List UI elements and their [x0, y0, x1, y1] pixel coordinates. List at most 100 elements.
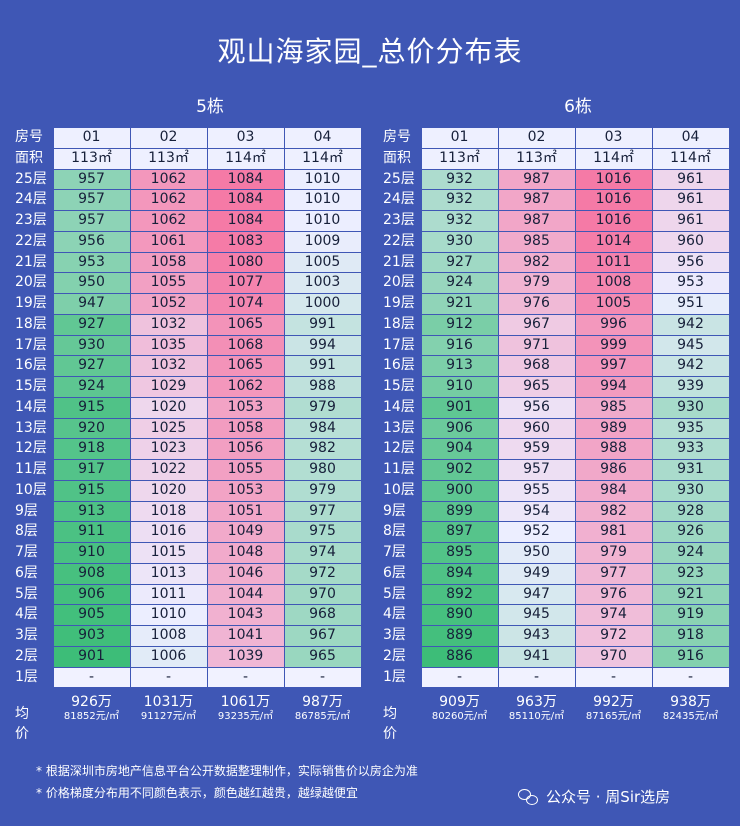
price-cell: 1010 — [283, 210, 362, 232]
row-label: 13层 — [383, 419, 415, 436]
floor-row: 25层 932 987 1016 961 — [381, 168, 730, 191]
price-cell: 1005 — [574, 293, 653, 315]
brand-watermark: 公众号 · 周Sir选房 — [518, 786, 670, 807]
row-label: 19层 — [15, 295, 47, 311]
floor-row: 11层 902 957 986 931 — [381, 459, 730, 481]
row-label: 11层 — [15, 461, 47, 477]
header-cell: 03 — [574, 127, 653, 149]
price-cell: 942 — [651, 355, 730, 377]
row-label: 5层 — [383, 585, 406, 602]
price-cell: 961 — [651, 168, 730, 191]
row-label: 1层 — [383, 668, 406, 685]
row-label: 9层 — [383, 502, 406, 519]
price-cell: 918 — [651, 625, 730, 647]
average-unit-price: 85110元/㎡ — [508, 711, 565, 722]
price-cell: 949 — [497, 562, 576, 585]
price-cell: 933 — [651, 438, 730, 460]
header-cell: 114㎡ — [574, 147, 653, 170]
price-cell: 894 — [420, 562, 499, 585]
price-cell: 901 — [52, 645, 131, 668]
price-cell: 1058 — [206, 417, 285, 440]
price-cell: 1010 — [283, 189, 362, 211]
floor-row: 23层 957 1062 1084 1010 — [13, 210, 362, 232]
price-cell: 1065 — [206, 313, 285, 336]
price-cell: 1080 — [206, 251, 285, 274]
average-unit-price: 81852元/㎡ — [63, 711, 120, 722]
row-label: 15层 — [15, 378, 47, 394]
average-total-price: 1031万 — [143, 694, 194, 710]
price-cell: 906 — [420, 417, 499, 440]
price-cell: 1020 — [129, 396, 208, 419]
price-cell: - — [283, 666, 362, 689]
price-cell: 1011 — [574, 251, 653, 274]
footnote-2: * 价格梯度分布用不同颜色表示，颜色越红越贵，越绿越便宜 — [36, 786, 358, 800]
price-cell: 919 — [651, 604, 730, 626]
average-cell: 1061万 93235元/㎡ — [207, 694, 284, 724]
price-cell: 930 — [651, 479, 730, 502]
header-cell: 113㎡ — [52, 147, 131, 170]
price-cell: 945 — [497, 604, 576, 626]
price-cell: - — [52, 666, 131, 689]
price-cell: 1056 — [206, 438, 285, 460]
floor-row: 8层 897 952 981 926 — [381, 521, 730, 543]
price-cell: 965 — [497, 376, 576, 398]
price-cell: 974 — [574, 604, 653, 626]
footnote-1: * 根据深圳市房地产信息平台公开数据整理制作，实际销售价以房企为准 — [36, 764, 418, 778]
price-cell: 943 — [497, 625, 576, 647]
price-cell: 951 — [651, 293, 730, 315]
price-cell: 942 — [651, 313, 730, 336]
row-label: 6层 — [15, 564, 38, 581]
row-label: 3层 — [383, 627, 406, 643]
price-cell: 987 — [497, 210, 576, 232]
floor-row: 22层 956 1061 1083 1009 — [13, 230, 362, 253]
price-table-building-5: 房号 01 02 03 04 面积 113㎡ 113㎡ 114㎡ 114㎡ 25层 957 1062 10… — [13, 127, 362, 689]
row-label: 22层 — [383, 232, 415, 249]
price-cell: 987 — [497, 168, 576, 191]
average-label: 均价 — [15, 706, 29, 742]
row-label: 20层 — [15, 274, 47, 291]
price-cell: 1000 — [283, 293, 362, 315]
floor-row: 15层 910 965 994 939 — [381, 376, 730, 398]
row-label: 18层 — [15, 315, 47, 332]
price-cell: 908 — [52, 562, 131, 585]
price-cell: 961 — [651, 210, 730, 232]
price-cell: 979 — [574, 542, 653, 564]
price-cell: 957 — [52, 189, 131, 211]
price-cell: 1005 — [283, 251, 362, 274]
floor-row: 21层 927 982 1011 956 — [381, 251, 730, 274]
price-cell: 961 — [651, 189, 730, 211]
price-cell: 899 — [420, 500, 499, 523]
price-cell: 1061 — [129, 230, 208, 253]
price-cell: 953 — [651, 272, 730, 294]
price-cell: 945 — [651, 334, 730, 357]
floor-row: 12层 918 1023 1056 982 — [13, 438, 362, 460]
price-cell: 1016 — [574, 210, 653, 232]
price-cell: 976 — [574, 583, 653, 606]
price-cell: 1010 — [283, 168, 362, 191]
price-cell: 959 — [497, 438, 576, 460]
row-label: 房号 — [15, 129, 43, 145]
price-cell: 975 — [283, 521, 362, 543]
row-label: 18层 — [383, 315, 415, 332]
price-cell: 1016 — [574, 189, 653, 211]
price-cell: 1032 — [129, 313, 208, 336]
floor-row: 2层 886 941 970 916 — [381, 645, 730, 668]
footnotes: * 根据深圳市房地产信息平台公开数据整理制作，实际销售价以房企为准 * 价格梯度… — [36, 760, 418, 804]
price-cell: 955 — [497, 479, 576, 502]
price-cell: - — [497, 666, 576, 689]
row-label: 12层 — [15, 440, 47, 457]
price-cell: 985 — [497, 230, 576, 253]
price-cell: 1015 — [129, 542, 208, 564]
price-cell: 984 — [574, 479, 653, 502]
row-label: 6层 — [383, 564, 406, 581]
price-cell: 928 — [651, 500, 730, 523]
price-cell: 921 — [420, 293, 499, 315]
price-cell: 905 — [52, 604, 131, 626]
floor-row: 19层 947 1052 1074 1000 — [13, 293, 362, 315]
price-cell: 924 — [420, 272, 499, 294]
price-cell: 971 — [497, 334, 576, 357]
header-row: 面积 113㎡ 113㎡ 114㎡ 114㎡ — [13, 147, 362, 170]
floor-row: 20层 924 979 1008 953 — [381, 272, 730, 294]
price-cell: 1008 — [129, 625, 208, 647]
average-cell: 992万 87165元/㎡ — [575, 694, 652, 724]
